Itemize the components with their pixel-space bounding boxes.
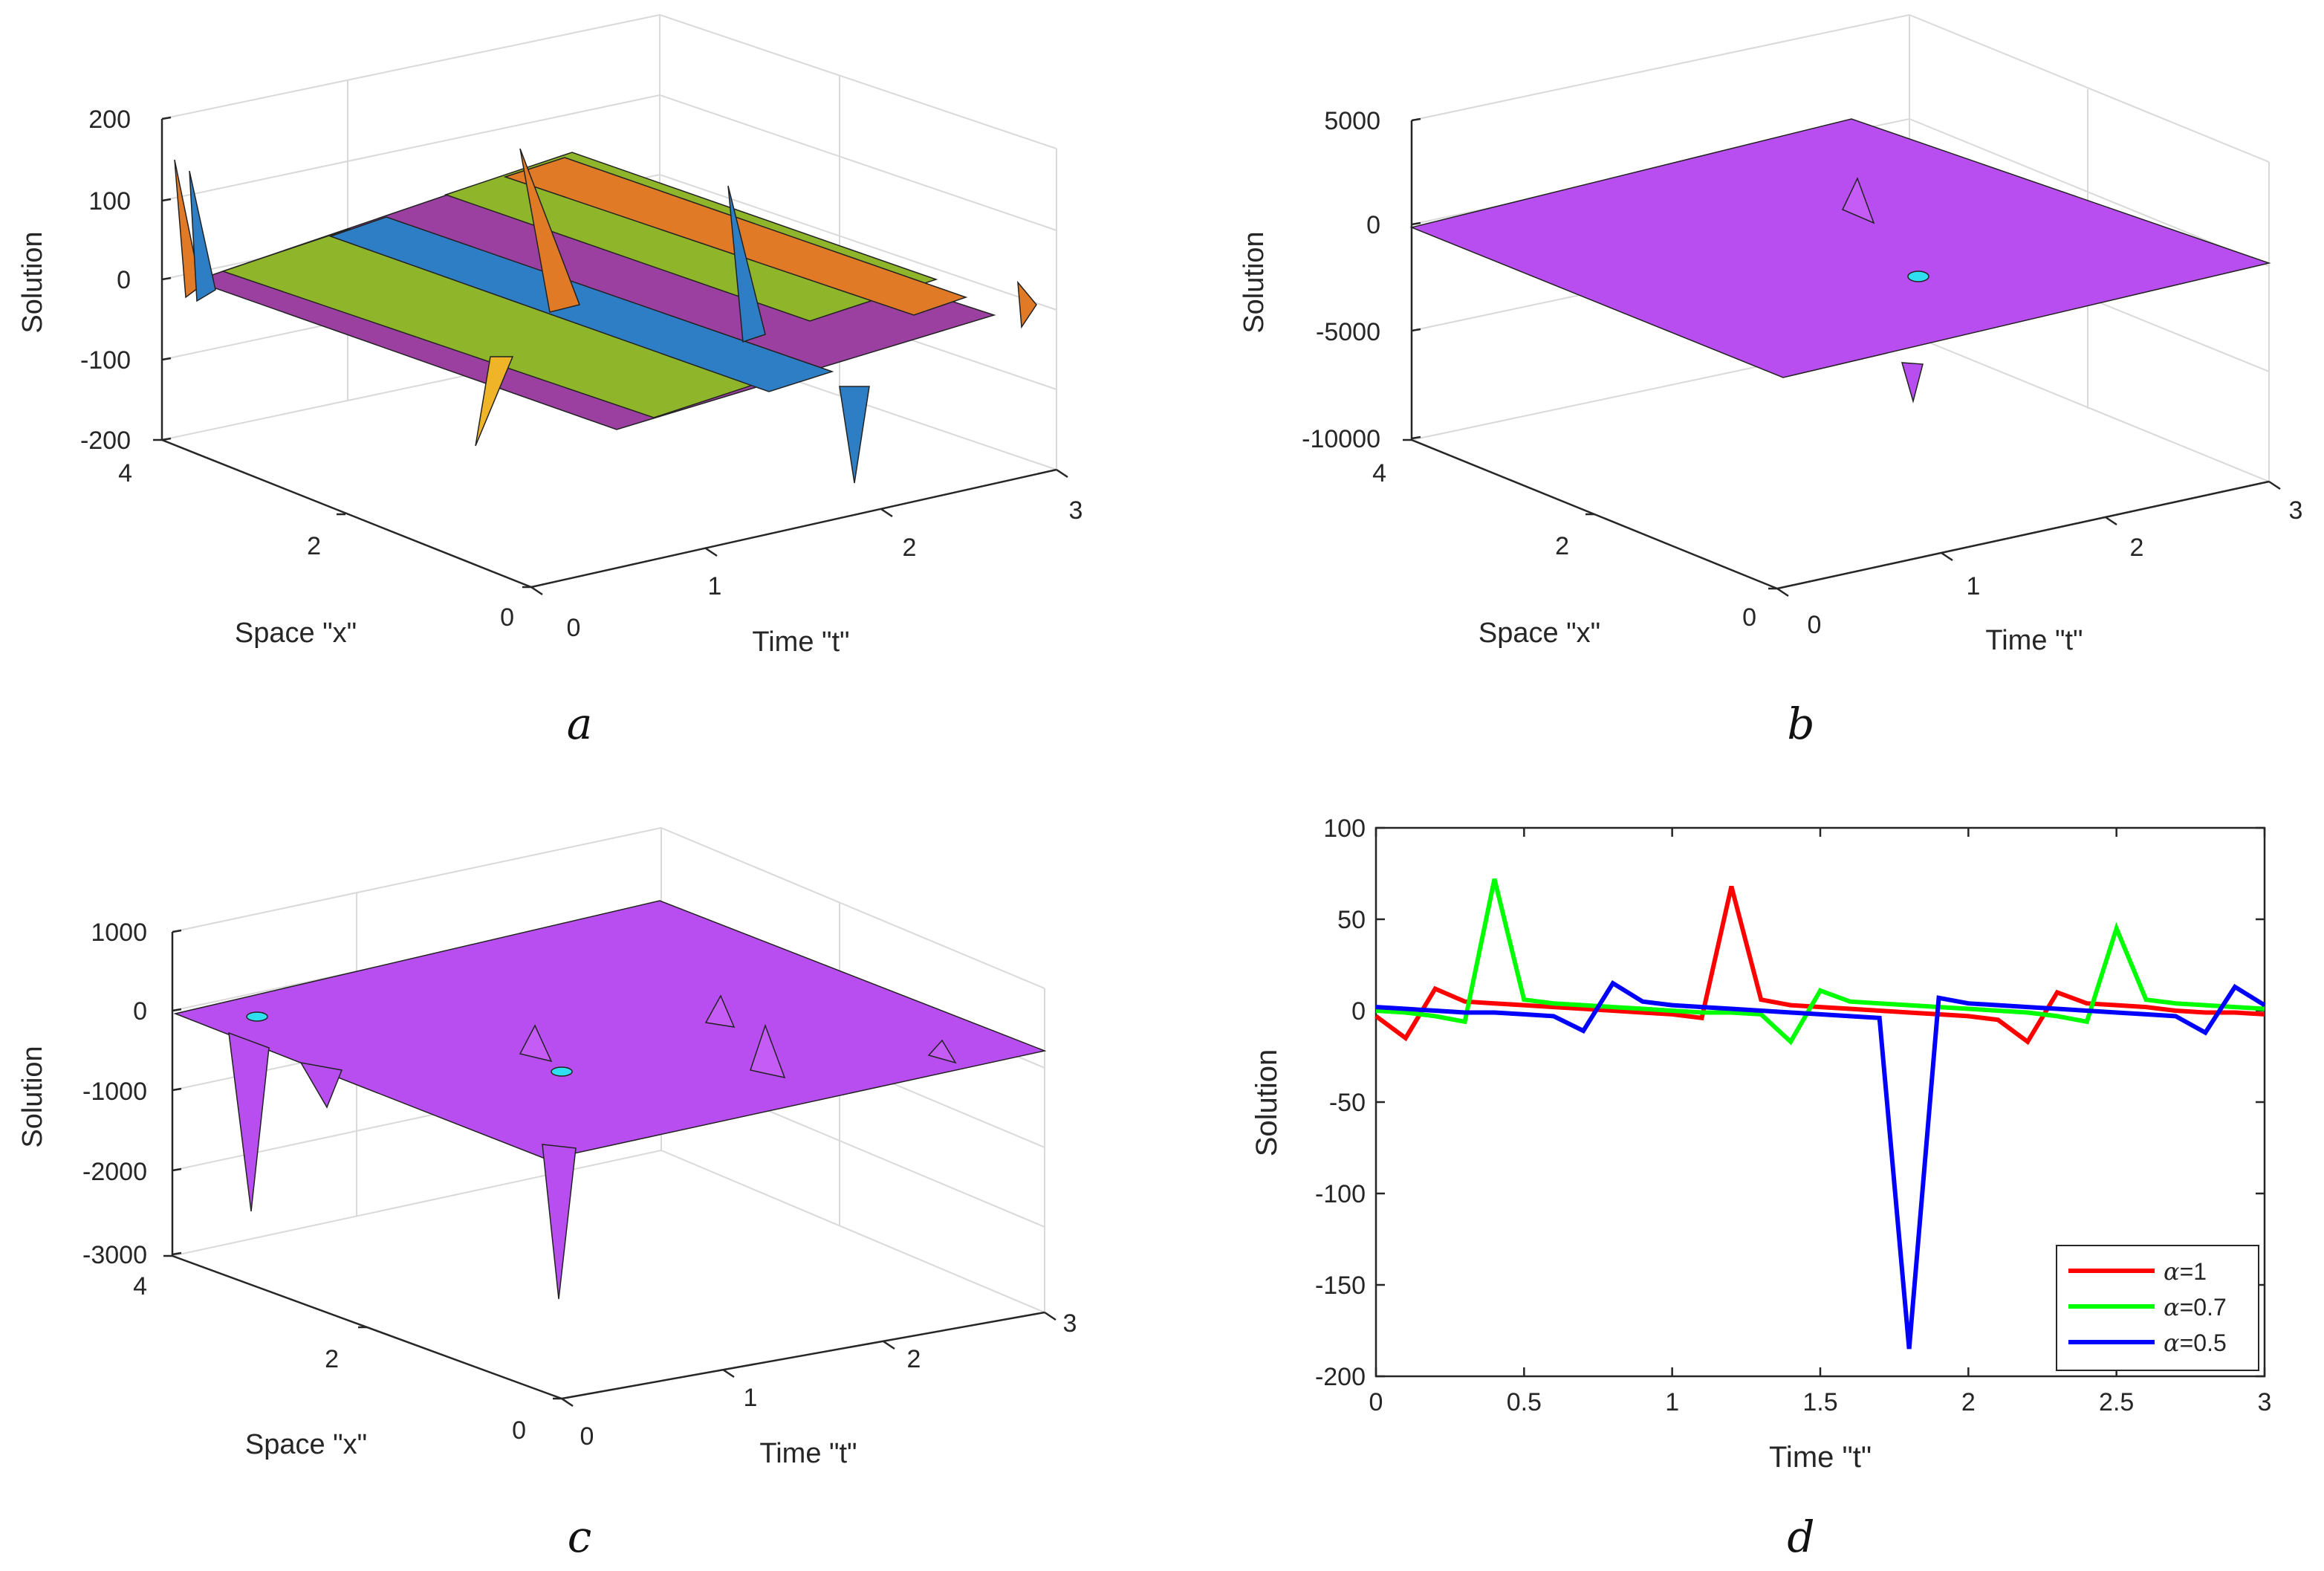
panel-b-ttick: 3 [2289,496,2303,525]
y-tick-label: -150 [1315,1272,1366,1300]
panel-c-zlabel: Solution [17,1046,48,1147]
x-tick-label: 1.5 [1802,1388,1837,1416]
panel-c-xtick: 0 [512,1416,526,1445]
panel-a-ttick: 3 [1069,496,1083,525]
panel-a-ztick: 0 [117,266,131,294]
panel-a-ztick: -100 [80,346,131,375]
panel-d-xlabel: Time "t" [1769,1441,1872,1474]
panel-b-xtick: 0 [1742,603,1756,632]
y-tick-label: 50 [1337,906,1366,934]
panel-a-ztick: 200 [88,106,131,134]
panel-label-d: d [1787,1512,1814,1562]
legend-value: =0.7 [2180,1294,2227,1321]
series-line-1 [1374,885,2265,1046]
legend-label: α=0.5 [2164,1329,2227,1357]
panel-b-t-axis: 0 1 2 3 Time "t" [1776,480,2303,656]
panel-b-tlabel: Time "t" [1985,625,2083,656]
panel-a-tlabel: Time "t" [752,626,849,658]
legend-value: =0.5 [2180,1329,2227,1356]
x-tick-label: 0 [1369,1388,1383,1416]
legend-alpha-symbol: α [2164,1257,2180,1286]
panel-c-ztick: -2000 [82,1158,147,1186]
y-tick-label: -200 [1315,1363,1366,1391]
panel-c-xtick: 4 [133,1272,147,1300]
legend-value: =1 [2180,1258,2207,1285]
panel-c-t-axis: 0 1 2 3 Time "t" [561,1309,1077,1469]
panel-label-b: b [1787,699,1814,749]
legend-alpha-symbol: α [2164,1293,2180,1321]
panel-c-tlabel: Time "t" [759,1438,857,1469]
panel-a: 200 100 0 -100 -200 Solution 4 2 0 Space… [17,14,1083,749]
panel-b-xtick: 2 [1555,532,1569,560]
panel-b: 5000 0 -5000 -10000 Solution 4 2 0 Space… [1239,14,2303,749]
panel-a-xlabel: Space "x" [235,618,357,649]
panel-c-xtick: 2 [325,1345,339,1373]
panel-a-xtick: 4 [118,459,132,488]
panel-label-c: c [568,1512,591,1562]
panel-c-ztick: -3000 [82,1241,147,1269]
panel-a-zlabel: Solution [17,231,48,333]
series-line-3 [1375,979,2266,1350]
panel-b-surface [1409,118,2271,404]
y-tick-label: -100 [1315,1180,1366,1208]
x-tick-label: 0.5 [1507,1388,1542,1416]
panel-c-ztick: 1000 [91,919,147,947]
panel-b-zlabel: Solution [1239,231,1270,333]
x-tick-label: 3 [2258,1388,2272,1416]
panel-a-ztick: 100 [88,187,131,216]
panel-a-ttick: 0 [567,614,581,642]
panel-c: 1000 0 -1000 -2000 -3000 Solution 4 2 0 … [17,827,1077,1562]
panel-c-z-axis: 1000 0 -1000 -2000 -3000 Solution [17,919,182,1269]
panel-a-xtick: 0 [500,603,514,632]
x-tick-label: 2 [1961,1388,1976,1416]
panel-b-ztick: -10000 [1302,425,1380,453]
panel-a-t-axis: 0 1 2 3 Time "t" [530,468,1083,658]
panel-c-ttick: 0 [580,1422,594,1451]
panel-a-xtick: 2 [307,532,321,560]
panel-a-surface [174,148,1037,484]
panel-b-xtick: 4 [1372,459,1386,488]
panel-d-ticks: 0 0.5 1 1.5 2 2.5 3 100 50 0 -50 -100 -150 -200 [1315,814,2272,1416]
y-tick-label: 0 [1351,997,1366,1026]
y-tick-label: 100 [1323,814,1366,843]
panel-b-ttick: 0 [1808,611,1822,639]
panel-a-z-axis: 200 100 0 -100 -200 Solution [17,106,172,455]
panel-label-a: a [567,699,593,749]
panel-a-ztick: -200 [80,427,131,455]
panel-b-ztick: 5000 [1324,107,1380,135]
legend-label: α=1 [2164,1257,2207,1286]
panel-b-z-axis: 5000 0 -5000 -10000 Solution [1239,107,1421,453]
panel-b-x-axis: 4 2 0 Space "x" [1372,438,1778,649]
x-tick-label: 2.5 [2099,1388,2134,1416]
legend-label: α=0.7 [2164,1293,2227,1321]
panel-d: 0 0.5 1 1.5 2 2.5 3 100 50 0 -50 -100 -150 -200 Time … [1250,814,2271,1562]
panel-c-ttick: 2 [907,1345,921,1373]
panel-d-ylabel: Solution [1250,1049,1283,1157]
legend-alpha-symbol: α [2164,1329,2180,1357]
panel-c-ztick: 0 [133,997,147,1026]
panel-a-ttick: 1 [708,572,722,600]
panel-c-x-axis: 4 2 0 Space "x" [133,1254,562,1460]
panel-c-surface [173,900,1047,1300]
panel-b-ttick: 1 [1967,572,1981,600]
panel-c-ttick: 1 [744,1384,758,1412]
y-tick-label: -50 [1329,1089,1366,1117]
panel-b-xlabel: Space "x" [1479,618,1600,649]
panel-d-series [1374,878,2266,1350]
panel-d-legend: α=1α=0.7α=0.5 [2056,1245,2259,1371]
panel-b-ttick: 2 [2130,534,2144,562]
panel-b-ztick: -5000 [1316,318,1380,346]
panel-c-ztick: -1000 [82,1078,147,1106]
series-line-2 [1375,878,2265,1046]
x-tick-label: 1 [1665,1388,1679,1416]
panel-a-ttick: 2 [903,534,917,562]
panel-c-ttick: 3 [1063,1309,1077,1338]
panel-b-ztick: 0 [1366,211,1380,239]
panel-c-xlabel: Space "x" [245,1429,367,1460]
panel-a-x-axis: 4 2 0 Space "x" [118,438,532,649]
